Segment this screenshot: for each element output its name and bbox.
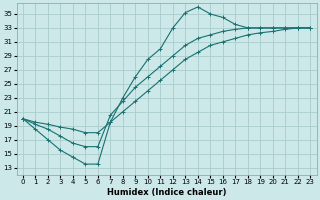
X-axis label: Humidex (Indice chaleur): Humidex (Indice chaleur)	[107, 188, 226, 197]
